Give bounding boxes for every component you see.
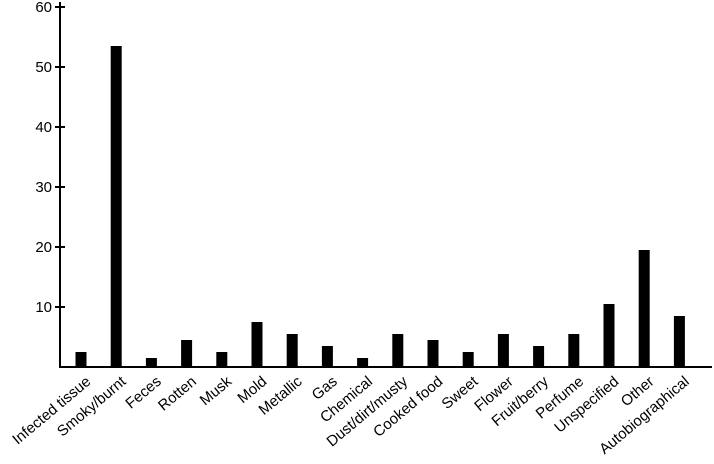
bar [286, 334, 298, 367]
bar [392, 334, 404, 367]
y-tick-label: 50 [35, 59, 52, 76]
x-tick-label: Musk [197, 373, 236, 409]
bar [216, 352, 228, 367]
bar [110, 46, 122, 367]
bar [427, 340, 439, 367]
bar [497, 334, 509, 367]
bar [145, 358, 157, 367]
y-tick-label: 60 [35, 0, 52, 16]
y-tick-label: 30 [35, 179, 52, 196]
bar [321, 346, 333, 367]
bar [462, 352, 474, 367]
y-tick-label: 40 [35, 119, 52, 136]
x-tick-label: Rotten [155, 373, 200, 414]
bar [673, 316, 685, 367]
bar [603, 304, 615, 367]
y-tick-label: 10 [35, 299, 52, 316]
bar [568, 334, 580, 367]
bar [357, 358, 369, 367]
bar [251, 322, 263, 367]
y-tick-label: 20 [35, 239, 52, 256]
bar [181, 340, 193, 367]
bar [533, 346, 545, 367]
bar [638, 250, 650, 367]
bar [75, 352, 87, 367]
